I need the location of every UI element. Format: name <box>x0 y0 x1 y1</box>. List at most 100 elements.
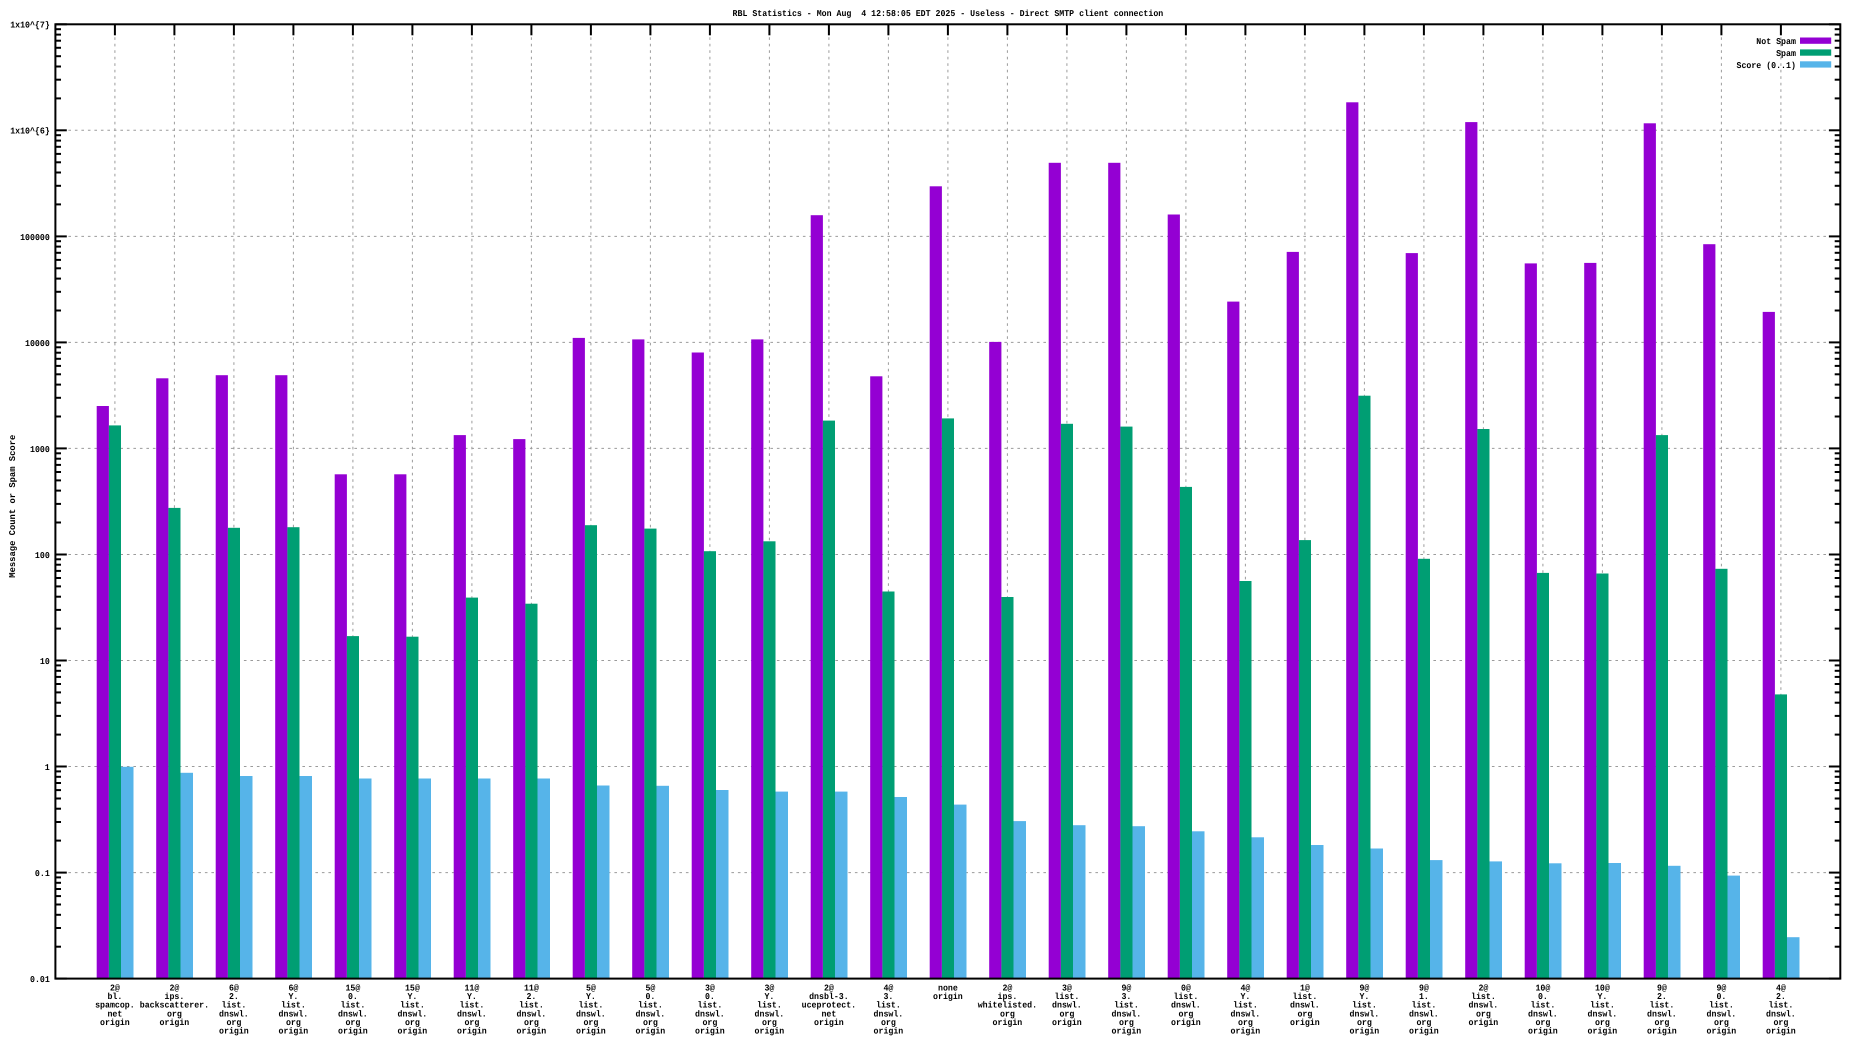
svg-text:Y.: Y. <box>586 992 596 1002</box>
svg-text:list.: list. <box>1709 1001 1734 1011</box>
svg-text:org: org <box>405 1018 420 1028</box>
svg-text:origin: origin <box>338 1027 368 1037</box>
svg-text:9@: 9@ <box>1359 983 1370 993</box>
svg-text:list.: list. <box>222 1001 247 1011</box>
svg-text:4@: 4@ <box>1776 983 1787 993</box>
svg-text:origin: origin <box>100 1018 130 1028</box>
svg-text:list.: list. <box>1590 1001 1615 1011</box>
svg-text:org: org <box>762 1018 777 1028</box>
svg-text:org: org <box>1059 1009 1074 1019</box>
svg-text:dnswl.: dnswl. <box>1469 1001 1499 1011</box>
svg-text:origin: origin <box>993 1018 1023 1028</box>
svg-text:org: org <box>643 1018 658 1028</box>
svg-text:ips.: ips. <box>165 992 185 1002</box>
svg-text:list.: list. <box>757 1001 782 1011</box>
svg-text:org: org <box>1595 1018 1610 1028</box>
svg-text:none: none <box>938 983 958 993</box>
svg-text:origin: origin <box>457 1027 487 1037</box>
svg-text:10000: 10000 <box>25 339 50 349</box>
svg-text:org: org <box>1000 1009 1015 1019</box>
svg-text:org: org <box>286 1018 301 1028</box>
svg-text:list.: list. <box>1650 1001 1675 1011</box>
svg-text:net: net <box>821 1009 836 1019</box>
svg-text:origin: origin <box>1707 1027 1737 1037</box>
svg-text:origin: origin <box>755 1027 785 1037</box>
svg-text:spamcop.: spamcop. <box>95 1001 135 1011</box>
svg-text:dnswl.: dnswl. <box>1766 1009 1796 1019</box>
svg-text:list.: list. <box>698 1001 723 1011</box>
svg-text:RBL Statistics - Mon Aug 4 12: RBL Statistics - Mon Aug 4 12:58:05 EDT … <box>733 9 1164 19</box>
svg-text:org: org <box>464 1018 479 1028</box>
svg-text:4@: 4@ <box>883 983 894 993</box>
svg-text:dnswl.: dnswl. <box>219 1009 249 1019</box>
svg-text:origin: origin <box>1290 1018 1320 1028</box>
svg-text:origin: origin <box>1231 1027 1261 1037</box>
svg-text:org: org <box>1416 1018 1431 1028</box>
svg-text:2.: 2. <box>526 992 536 1002</box>
svg-text:Message Count or Spam Score: Message Count or Spam Score <box>8 435 18 578</box>
svg-text:list.: list. <box>1769 1001 1794 1011</box>
svg-text:1000: 1000 <box>30 445 50 455</box>
svg-text:origin: origin <box>1409 1027 1439 1037</box>
svg-text:2@: 2@ <box>169 983 180 993</box>
svg-text:list.: list. <box>400 1001 425 1011</box>
svg-text:origin: origin <box>636 1027 666 1037</box>
svg-text:list.: list. <box>638 1001 663 1011</box>
svg-text:origin: origin <box>1052 1018 1082 1028</box>
svg-text:org: org <box>524 1018 539 1028</box>
svg-text:whitelisted.: whitelisted. <box>978 1001 1037 1011</box>
svg-text:list.: list. <box>579 1001 604 1011</box>
svg-text:list.: list. <box>519 1001 544 1011</box>
svg-text:Y.: Y. <box>1597 992 1607 1002</box>
svg-text:org: org <box>1714 1018 1729 1028</box>
svg-text:uceprotect.: uceprotect. <box>802 1001 857 1011</box>
svg-text:org: org <box>1654 1018 1669 1028</box>
svg-text:1.: 1. <box>1419 992 1429 1002</box>
svg-text:Y.: Y. <box>288 992 298 1002</box>
svg-text:net: net <box>107 1009 122 1019</box>
svg-text:dnswl.: dnswl. <box>1350 1009 1380 1019</box>
svg-text:9@: 9@ <box>1121 983 1132 993</box>
svg-text:org: org <box>1297 1009 1312 1019</box>
svg-text:2@: 2@ <box>1478 983 1489 993</box>
svg-text:list.: list. <box>1114 1001 1139 1011</box>
svg-text:15@: 15@ <box>405 983 421 993</box>
svg-text:10: 10 <box>40 657 50 667</box>
svg-text:list.: list. <box>1352 1001 1377 1011</box>
svg-text:origin: origin <box>219 1027 249 1037</box>
svg-text:9@: 9@ <box>1716 983 1727 993</box>
svg-text:Y.: Y. <box>407 992 417 1002</box>
svg-text:10@: 10@ <box>1595 983 1611 993</box>
svg-text:1x10^{6}: 1x10^{6} <box>10 127 50 137</box>
svg-text:11@: 11@ <box>524 983 540 993</box>
svg-text:dnswl.: dnswl. <box>1409 1009 1439 1019</box>
svg-text:15@: 15@ <box>345 983 361 993</box>
svg-text:origin: origin <box>1350 1027 1380 1037</box>
svg-text:list.: list. <box>1412 1001 1437 1011</box>
svg-text:Y.: Y. <box>1240 992 1250 1002</box>
svg-text:list.: list. <box>341 1001 366 1011</box>
svg-text:dnswl.: dnswl. <box>1647 1009 1677 1019</box>
svg-text:5@: 5@ <box>586 983 597 993</box>
svg-text:origin: origin <box>1766 1027 1796 1037</box>
svg-text:100: 100 <box>35 551 50 561</box>
svg-text:0.: 0. <box>348 992 358 1002</box>
svg-text:org: org <box>1773 1018 1788 1028</box>
svg-text:origin: origin <box>398 1027 428 1037</box>
svg-text:list.: list. <box>460 1001 485 1011</box>
svg-text:3@: 3@ <box>764 983 775 993</box>
svg-text:list.: list. <box>1055 992 1080 1002</box>
svg-text:origin: origin <box>1171 1018 1201 1028</box>
svg-text:list.: list. <box>1531 1001 1556 1011</box>
svg-text:3.: 3. <box>883 992 893 1002</box>
svg-text:dnswl.: dnswl. <box>1290 1001 1320 1011</box>
svg-text:6@: 6@ <box>288 983 299 993</box>
svg-text:10@: 10@ <box>1535 983 1551 993</box>
svg-text:dnswl.: dnswl. <box>457 1009 487 1019</box>
svg-text:0@: 0@ <box>1181 983 1192 993</box>
svg-text:0.1: 0.1 <box>35 869 50 879</box>
svg-text:1: 1 <box>45 763 50 773</box>
svg-text:origin: origin <box>874 1027 904 1037</box>
svg-text:dnswl.: dnswl. <box>636 1009 666 1019</box>
svg-text:dnswl.: dnswl. <box>576 1009 606 1019</box>
